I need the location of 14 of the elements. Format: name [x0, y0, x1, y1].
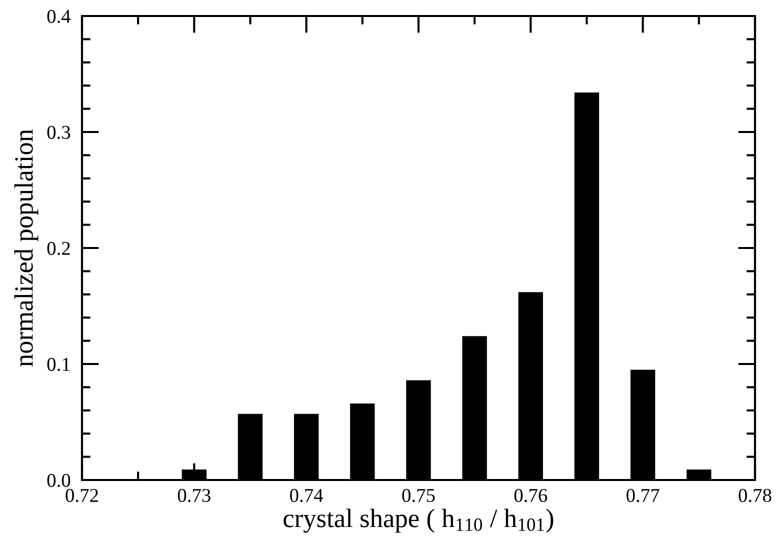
x-tick-label: 0.76	[514, 488, 548, 502]
x-tick-label: 0.75	[402, 488, 435, 502]
x-tick-label: 0.73	[178, 488, 210, 502]
y-axis-title: normalized population	[14, 129, 38, 366]
y-tick-label: 0.1	[47, 358, 70, 372]
x-axis-title: crystal shape ( h$_{110}$ / h$_{101}$)	[284, 508, 554, 533]
x-tick-label: 0.72	[66, 488, 98, 502]
y-tick-label: 0.2	[47, 242, 70, 256]
y-tick-label: 0.4	[47, 10, 71, 24]
x-tick-label: 0.74	[290, 488, 324, 502]
x-tick-label: 0.78	[738, 488, 772, 502]
x-tick-label: 0.77	[626, 488, 660, 502]
y-tick-label: 0.3	[47, 126, 70, 140]
y-tick-label: 0.0	[47, 474, 70, 488]
